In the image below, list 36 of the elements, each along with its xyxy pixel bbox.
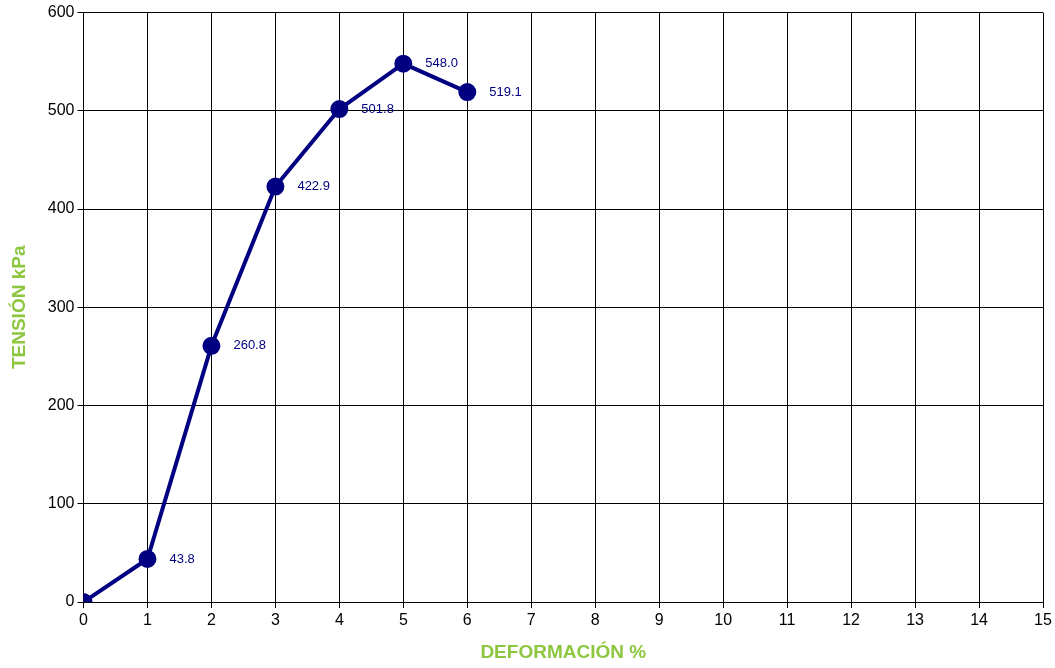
x-tick-label: 1 [143, 611, 153, 629]
x-tick-label: 9 [654, 611, 664, 629]
y-axis-title: TENSIÓN kPa [7, 245, 29, 370]
data-label: 260.8 [233, 337, 266, 353]
y-tick-label: 300 [47, 297, 75, 315]
point [394, 54, 413, 73]
x-tick-label: 10 [714, 611, 733, 629]
y-tick-label: 600 [47, 3, 75, 21]
point [202, 336, 221, 355]
point [138, 549, 157, 568]
data-label: 43.8 [169, 550, 195, 566]
x-tick-label: 3 [270, 611, 280, 629]
y-tick-label: 500 [47, 101, 75, 119]
x-tick-label: 14 [970, 611, 989, 629]
point [458, 83, 477, 102]
x-tick-label: 15 [1034, 611, 1052, 629]
y-tick-label: 400 [47, 199, 75, 217]
x-tick-label: 5 [398, 611, 408, 629]
y-tick-label: 0 [65, 592, 75, 610]
point [266, 177, 285, 196]
point [330, 100, 349, 119]
data-label: 422.9 [297, 178, 330, 194]
x-tick-label: 11 [778, 611, 796, 629]
x-tick-label: 2 [206, 611, 216, 629]
x-tick-label: 0 [79, 611, 89, 629]
y-tick-label: 100 [47, 494, 75, 512]
data-label: 519.1 [489, 83, 522, 99]
x-tick-label: 13 [906, 611, 925, 629]
x-tick-label: 12 [842, 611, 861, 629]
y-tick-label: 200 [47, 395, 75, 413]
x-tick-label: 8 [590, 611, 600, 629]
data-label: 548.0 [425, 55, 458, 71]
x-axis-title: DEFORMACIÓN % [480, 640, 647, 662]
x-tick-label: 6 [462, 611, 472, 629]
x-tick-label: 4 [334, 611, 344, 629]
x-tick-label: 7 [526, 611, 536, 629]
